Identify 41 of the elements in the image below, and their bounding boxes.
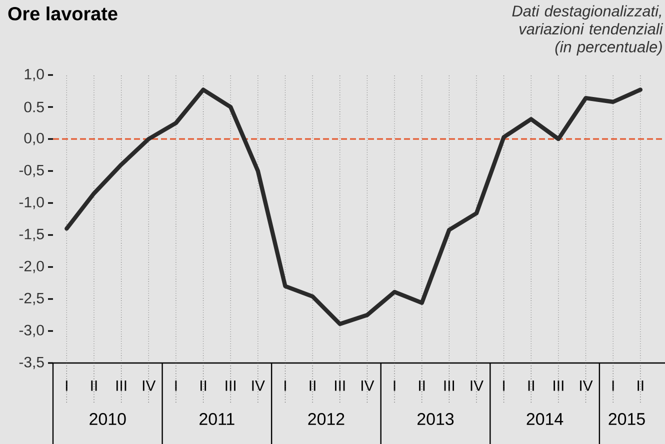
text: 2012 xyxy=(308,413,344,426)
y-tick-label: -3,0 xyxy=(19,324,44,338)
line-series xyxy=(64,88,643,326)
y-tick-label: -0,5 xyxy=(19,164,44,178)
x-tick-label: I xyxy=(284,380,286,391)
x-tick-label: II xyxy=(419,380,425,391)
text: 2011 xyxy=(200,413,234,426)
text: 2013 xyxy=(418,413,454,426)
x-tick-label: II xyxy=(528,380,534,391)
y-tick-label: -2,0 xyxy=(19,260,44,274)
x-tick-label: I xyxy=(66,380,68,391)
x-tick-label: III xyxy=(444,380,454,391)
chart-title: Ore lavorate xyxy=(8,6,118,20)
x-tick-label: III xyxy=(116,380,126,391)
x-tick-label: IV xyxy=(362,380,374,391)
y-tick-label: 0,0 xyxy=(24,132,44,146)
x-tick-label: II xyxy=(310,380,316,391)
chart-subtitle: Dati destagionalizzati, variazioni tendenziali (in percentuale) xyxy=(512,5,664,56)
x-tick-label: III xyxy=(554,380,564,391)
x-tick-label: I xyxy=(503,380,504,391)
text: 2015 xyxy=(608,413,645,426)
x-tick-label: I xyxy=(394,380,396,391)
x-tick-label: IV xyxy=(142,380,156,391)
y-tick-label: -1,0 xyxy=(19,196,44,210)
text: 2010 xyxy=(90,413,126,426)
x-tick-label: II xyxy=(638,380,644,391)
x-tick-label: II xyxy=(200,380,206,391)
x-tick-label: IV xyxy=(580,380,593,391)
text: 2014 xyxy=(526,413,564,426)
y-tick-label: -3,5 xyxy=(19,356,44,370)
y-tick-label: 1,0 xyxy=(24,68,44,82)
y-tick-label: -1,5 xyxy=(19,228,44,242)
x-tick-label: IV xyxy=(252,380,265,391)
x-tick-label: IV xyxy=(470,380,484,391)
y-tick-label: 0.5 xyxy=(24,102,44,112)
y-tick-label: -2,5 xyxy=(19,292,44,306)
x-tick-label: II xyxy=(91,380,97,391)
x-tick-label: III xyxy=(335,380,345,391)
x-tick-label: I xyxy=(175,380,177,391)
x-tick-label: III xyxy=(226,380,236,391)
x-tick-label: I xyxy=(612,380,614,391)
